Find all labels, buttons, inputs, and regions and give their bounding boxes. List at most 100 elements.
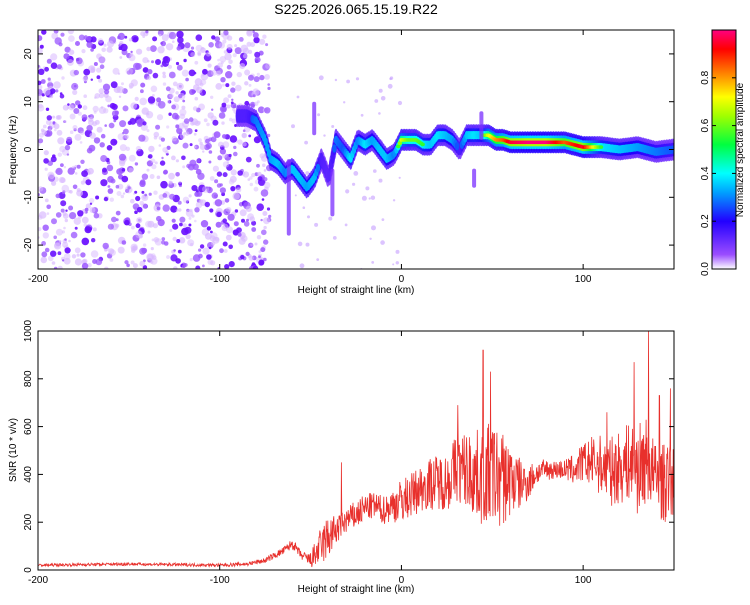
noise-speck	[43, 158, 49, 164]
noise-speck	[209, 208, 214, 213]
noise-speck	[233, 145, 237, 150]
noise-speck	[265, 63, 271, 69]
noise-speck	[224, 52, 232, 61]
spectrogram-y-tick-label: -10	[23, 190, 34, 205]
noise-speck	[205, 51, 211, 57]
noise-speck	[250, 103, 256, 109]
noise-speck	[148, 145, 155, 153]
noise-speck	[178, 132, 183, 136]
noise-speck	[203, 118, 208, 123]
noise-speck	[89, 207, 96, 213]
ridge-cell	[332, 144, 337, 153]
noise-speck	[230, 169, 237, 176]
noise-speck	[69, 130, 74, 134]
ridge-cell	[396, 144, 401, 149]
noise-speck	[192, 106, 198, 111]
noise-speck	[130, 79, 138, 87]
noise-speck	[260, 247, 266, 253]
noise-speck	[72, 165, 75, 169]
noise-speck	[118, 46, 123, 50]
noise-speck	[258, 250, 262, 253]
noise-speck	[208, 137, 213, 141]
noise-speck	[194, 78, 203, 86]
noise-speck	[225, 71, 233, 79]
noise-speck	[217, 62, 223, 68]
noise-speck	[247, 178, 251, 181]
noise-speck	[184, 128, 188, 131]
noise-speck	[106, 46, 113, 53]
noise-speck	[194, 219, 197, 223]
noise-speck	[76, 164, 81, 169]
noise-speck	[253, 36, 260, 44]
noise-speck	[47, 77, 51, 81]
noise-speck	[230, 87, 236, 93]
noise-speck	[179, 133, 186, 139]
noise-speck	[194, 60, 199, 65]
noise-speck	[161, 237, 166, 241]
noise-speck	[214, 36, 220, 42]
noise-speck	[114, 110, 120, 115]
noise-speck	[199, 141, 203, 146]
noise-speck	[73, 69, 80, 76]
noise-speck	[124, 219, 130, 226]
noise-speck	[233, 151, 238, 157]
noise-speck	[183, 118, 190, 124]
noise-speck	[214, 179, 219, 184]
noise-speck	[93, 62, 98, 66]
noise-speck	[146, 112, 150, 116]
noise-speck	[57, 152, 62, 157]
noise-speck	[173, 266, 178, 269]
noise-speck	[206, 226, 212, 231]
noise-speck	[104, 124, 107, 127]
noise-speck	[252, 94, 256, 98]
noise-speck	[318, 75, 324, 81]
noise-speck	[175, 61, 180, 66]
noise-speck	[104, 89, 110, 95]
noise-speck	[135, 195, 141, 202]
noise-speck	[159, 160, 166, 166]
noise-speck	[226, 104, 231, 109]
noise-speck	[121, 168, 126, 172]
noise-speck	[169, 193, 176, 200]
noise-speck	[210, 136, 217, 143]
noise-speck	[38, 227, 42, 232]
noise-speck	[230, 101, 234, 105]
noise-speck	[139, 260, 146, 267]
noise-speck	[38, 84, 43, 90]
noise-speck	[73, 108, 80, 114]
noise-speck	[229, 135, 238, 143]
noise-speck	[175, 172, 180, 177]
noise-speck	[170, 254, 178, 262]
noise-speck	[62, 211, 67, 216]
noise-speck	[144, 193, 148, 197]
noise-speck	[392, 263, 395, 266]
noise-speck	[252, 30, 255, 33]
noise-speck	[92, 259, 98, 264]
noise-speck	[299, 263, 305, 269]
noise-speck	[196, 158, 201, 163]
noise-speck	[297, 241, 303, 247]
noise-speck	[201, 46, 204, 50]
noise-speck	[178, 93, 183, 99]
noise-speck	[244, 69, 251, 76]
noise-speck	[178, 122, 185, 130]
noise-speck	[252, 32, 259, 39]
noise-speck	[245, 156, 252, 163]
noise-speck	[177, 208, 182, 212]
noise-speck	[80, 252, 86, 258]
noise-speck	[151, 238, 155, 242]
ridge-streak	[330, 168, 335, 217]
noise-speck	[167, 100, 171, 104]
noise-speck	[151, 164, 157, 170]
noise-speck	[45, 119, 52, 126]
noise-speck	[107, 188, 114, 194]
noise-speck	[206, 254, 212, 260]
noise-speck	[156, 206, 161, 211]
noise-speck	[345, 189, 350, 194]
noise-speck	[48, 128, 52, 132]
noise-speck	[204, 232, 212, 240]
noise-speck	[71, 254, 77, 259]
noise-speck	[199, 92, 203, 96]
noise-speck	[332, 236, 337, 240]
noise-speck	[142, 243, 147, 247]
